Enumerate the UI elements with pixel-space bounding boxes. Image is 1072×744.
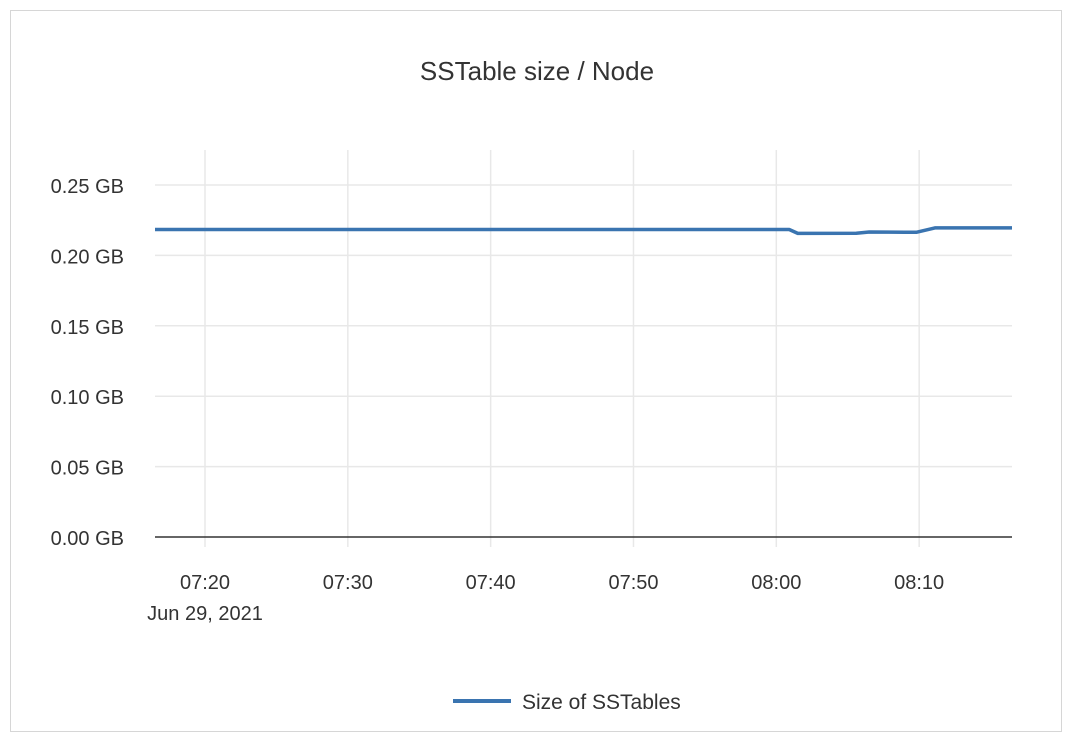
x-tick-label: 08:10	[894, 572, 944, 594]
y-tick-label: 0.05 GB	[51, 458, 124, 480]
legend-label: Size of SSTables	[522, 691, 681, 714]
chart-title: SSTable size / Node	[420, 56, 654, 86]
legend[interactable]: Size of SSTables	[453, 691, 681, 714]
y-tick-label: 0.15 GB	[51, 317, 124, 339]
x-tick-label: 08:00	[751, 572, 801, 594]
x-tick-label: 07:30	[323, 572, 373, 594]
x-tick-label: 07:50	[608, 572, 658, 594]
y-tick-label: 0.25 GB	[51, 176, 124, 198]
y-tick-label: 0.10 GB	[51, 387, 124, 409]
x-tick-label: 07:20	[180, 572, 230, 594]
series-line-0	[155, 226, 1012, 236]
y-tick-label: 0.20 GB	[51, 246, 124, 268]
x-date-label: Jun 29, 2021	[147, 603, 263, 625]
x-tick-label: 07:40	[466, 572, 516, 594]
chart-panel	[10, 10, 1062, 732]
y-tick-label: 0.00 GB	[51, 528, 124, 550]
